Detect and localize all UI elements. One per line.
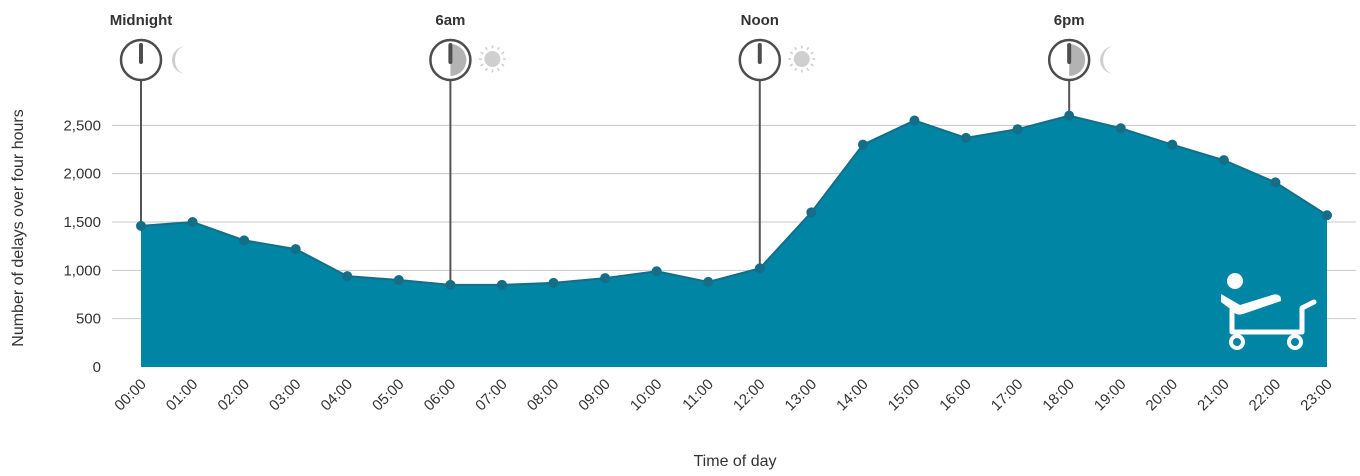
- y-tick-label: 1,000: [63, 262, 101, 279]
- time-marker-label: 6am: [435, 12, 465, 29]
- time-marker: 6pm: [1047, 12, 1115, 82]
- time-marker-label: Noon: [741, 12, 779, 29]
- x-tick-label: 18:00: [1039, 376, 1078, 415]
- data-point: [239, 235, 250, 246]
- time-marker: 6am: [429, 12, 506, 82]
- time-marker-lines: [140, 80, 1071, 285]
- data-point: [393, 275, 404, 285]
- x-tick-label: 16:00: [936, 376, 975, 415]
- data-point: [857, 139, 868, 150]
- data-point: [909, 115, 920, 126]
- x-tick-label: 15:00: [885, 376, 924, 415]
- y-tick-label: 1,500: [63, 214, 101, 231]
- time-marker-label: Midnight: [110, 12, 172, 29]
- x-tick-label: 11:00: [679, 376, 717, 414]
- hospital-trolley-icon: [1221, 273, 1317, 350]
- sun-icon: [478, 45, 506, 73]
- x-tick-label: 23:00: [1297, 376, 1336, 415]
- x-tick-label: 05:00: [369, 376, 408, 415]
- clock-icon: [119, 38, 163, 82]
- x-tick-label: 03:00: [266, 376, 305, 415]
- x-tick-label: 02:00: [214, 376, 253, 415]
- data-point: [342, 271, 353, 282]
- x-tick-label: 12:00: [730, 376, 769, 415]
- x-tick-label: 14:00: [833, 376, 872, 415]
- data-point: [290, 244, 301, 255]
- y-tick-label: 500: [76, 311, 101, 328]
- moon-icon: [172, 46, 186, 74]
- time-markers: Midnight 6am Noon 6pm: [110, 12, 1115, 82]
- data-point: [1064, 110, 1075, 121]
- data-point: [548, 277, 559, 288]
- data-point: [445, 279, 456, 290]
- x-tick-label: 01:00: [163, 376, 202, 415]
- y-tick-label: 2,000: [63, 166, 101, 183]
- x-tick-label: 19:00: [1091, 376, 1130, 415]
- moon-icon: [1100, 46, 1115, 74]
- data-point: [496, 279, 507, 290]
- x-tick-label: 20:00: [1143, 376, 1182, 415]
- data-point: [1012, 124, 1023, 135]
- data-point: [703, 276, 714, 287]
- data-point: [754, 263, 765, 274]
- data-point: [187, 217, 198, 227]
- data-point: [651, 266, 662, 277]
- time-marker: Noon: [738, 12, 816, 82]
- data-point: [1167, 139, 1178, 150]
- y-tick-label: 0: [93, 359, 101, 376]
- data-points: [136, 110, 1332, 290]
- x-tick-label: 08:00: [524, 376, 563, 415]
- delays-area: [141, 115, 1327, 368]
- x-tick-label: 17:00: [988, 376, 1027, 415]
- time-marker-label: 6pm: [1054, 12, 1085, 29]
- x-axis-title: Time of day: [694, 453, 777, 470]
- data-point: [1270, 177, 1281, 188]
- x-tick-label: 09:00: [575, 376, 614, 415]
- clock-icon: [738, 38, 782, 82]
- data-point: [961, 132, 972, 143]
- data-point: [136, 220, 146, 231]
- x-tick-label: 22:00: [1246, 376, 1285, 415]
- clock-icon: [1047, 38, 1091, 82]
- x-tick-label: 21:00: [1194, 376, 1233, 415]
- x-tick-label: 04:00: [318, 376, 357, 415]
- x-tick-label: 10:00: [627, 376, 666, 415]
- data-point: [1218, 155, 1229, 166]
- delays-line: [140, 114, 1328, 286]
- x-tick-label: 06:00: [421, 376, 460, 415]
- data-point: [1115, 123, 1126, 134]
- y-axis-title: Number of delays over four hours: [10, 109, 27, 346]
- data-point: [1322, 210, 1332, 221]
- x-tick-label: 13:00: [782, 376, 821, 415]
- y-tick-label: 2,500: [63, 117, 101, 134]
- x-axis-ticks: 00:00 01:00 02:00 03:00 04:00 05:00 06:00 07:00…: [111, 376, 1336, 415]
- y-axis-ticks: 0 500 1,000 1,500 2,000 2,500: [63, 117, 101, 376]
- x-tick-label: 07:00: [472, 376, 511, 415]
- clock-icon: [429, 38, 472, 82]
- x-tick-label: 00:00: [111, 376, 150, 415]
- data-point: [806, 207, 817, 218]
- data-point: [600, 273, 611, 284]
- sun-icon: [788, 45, 816, 73]
- time-marker: Midnight: [110, 12, 186, 82]
